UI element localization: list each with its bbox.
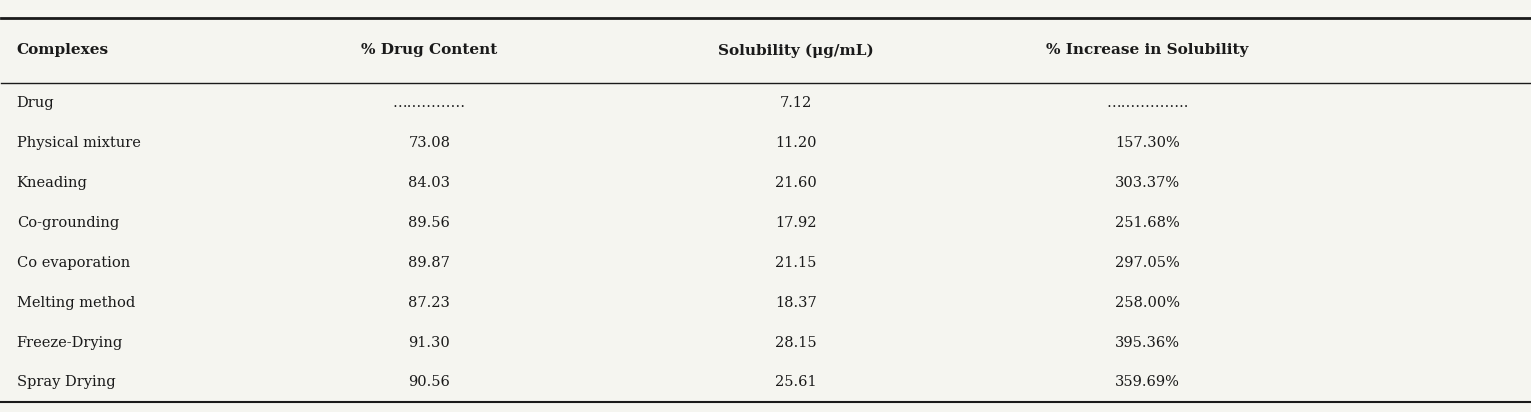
Text: Melting method: Melting method [17,296,135,310]
Text: 17.92: 17.92 [775,216,818,230]
Text: Co-grounding: Co-grounding [17,216,119,230]
Text: Kneading: Kneading [17,176,87,190]
Text: 157.30%: 157.30% [1115,136,1180,150]
Text: 89.56: 89.56 [409,216,450,230]
Text: 21.15: 21.15 [775,256,816,270]
Text: ……………..: …………….. [1107,96,1188,110]
Text: 297.05%: 297.05% [1115,256,1180,270]
Text: % Increase in Solubility: % Increase in Solubility [1046,44,1249,58]
Text: 7.12: 7.12 [779,96,811,110]
Text: 90.56: 90.56 [409,375,450,389]
Text: % Drug Content: % Drug Content [361,44,498,58]
Text: 73.08: 73.08 [409,136,450,150]
Text: 25.61: 25.61 [775,375,818,389]
Text: 21.60: 21.60 [775,176,818,190]
Text: Solubility (μg/mL): Solubility (μg/mL) [718,43,874,58]
Text: 11.20: 11.20 [775,136,818,150]
Text: 89.87: 89.87 [409,256,450,270]
Text: Drug: Drug [17,96,54,110]
Text: 251.68%: 251.68% [1115,216,1180,230]
Text: 28.15: 28.15 [775,336,818,349]
Text: Freeze-Drying: Freeze-Drying [17,336,122,349]
Text: 359.69%: 359.69% [1115,375,1180,389]
Text: 395.36%: 395.36% [1115,336,1180,349]
Text: 87.23: 87.23 [409,296,450,310]
Text: 303.37%: 303.37% [1115,176,1180,190]
Text: Physical mixture: Physical mixture [17,136,141,150]
Text: 258.00%: 258.00% [1115,296,1180,310]
Text: Spray Drying: Spray Drying [17,375,115,389]
Text: 18.37: 18.37 [775,296,818,310]
Text: Co evaporation: Co evaporation [17,256,130,270]
Text: ……………: …………… [393,96,465,110]
Text: 84.03: 84.03 [409,176,450,190]
Text: 91.30: 91.30 [409,336,450,349]
Text: Complexes: Complexes [17,44,109,58]
